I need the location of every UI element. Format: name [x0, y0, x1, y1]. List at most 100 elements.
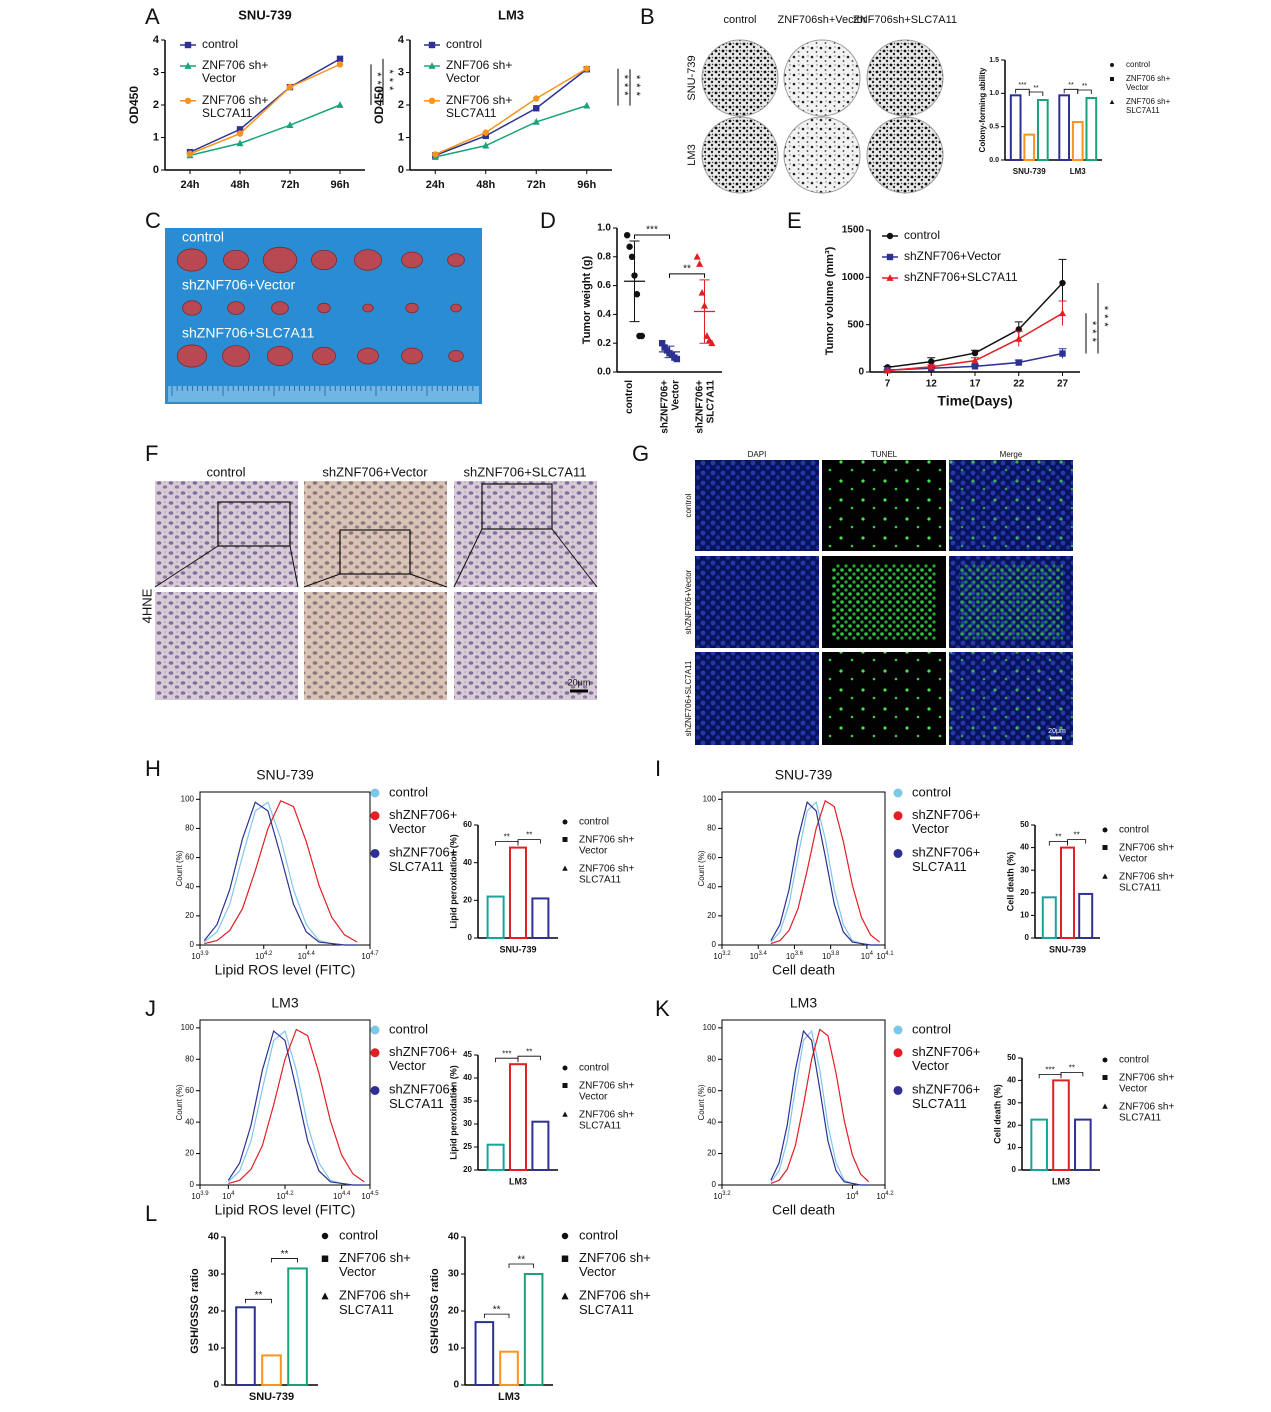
series-line — [434, 68, 588, 157]
text-line: ZNF706 sh+ — [579, 863, 634, 874]
zoom-line — [453, 528, 483, 588]
colony-well — [783, 39, 861, 117]
y-tick-label: 1 — [398, 131, 404, 143]
legend-label: control — [1119, 825, 1149, 836]
legend-marker — [893, 788, 903, 798]
panel-letter: F — [145, 441, 158, 466]
text-line: Vector — [202, 71, 236, 85]
zoom-line — [154, 545, 219, 588]
legend-label: shZNF706+SLC7A11 — [904, 270, 1018, 284]
text-line: shZNF706+ — [389, 1044, 457, 1059]
y-tick-label: 500 — [847, 319, 864, 330]
y-tick-label: 40 — [463, 858, 472, 867]
text-line: SLC7A11 — [579, 1302, 634, 1317]
column-label: TUNEL — [871, 450, 898, 459]
legend-marker — [893, 1085, 903, 1095]
legend-label: shZNF706+SLC7A11 — [912, 1082, 980, 1111]
text-line: ZNF706 sh+ — [1119, 1101, 1174, 1112]
x-tick-label: SNU-739 — [1013, 167, 1046, 176]
x-tick-label: 104.2 — [876, 1191, 894, 1202]
series-line — [204, 799, 358, 945]
legend-label: control — [446, 37, 482, 51]
colony-well — [866, 116, 944, 194]
series-line — [770, 801, 880, 946]
text-line: shZNF706+ — [912, 1082, 980, 1097]
sig-bracket — [1028, 91, 1044, 96]
y-axis-label: Count (%) — [175, 1084, 184, 1120]
series-line — [770, 1029, 869, 1186]
text-line: ZNF706 sh+ — [339, 1288, 411, 1303]
scale-label: 20μm — [1048, 728, 1066, 735]
point — [971, 356, 979, 364]
bar — [1036, 99, 1049, 161]
point — [698, 288, 706, 296]
sig-label: *** — [630, 75, 642, 100]
row-label: control — [182, 229, 224, 245]
legend-marker — [321, 1232, 329, 1240]
x-tick-label: 24h — [426, 179, 445, 191]
legend-label: ZNF706 sh+ SLC7A11 — [579, 863, 634, 885]
legend-marker — [1102, 1075, 1108, 1080]
sig-bracket — [517, 1055, 541, 1061]
legend-marker — [1102, 1103, 1108, 1109]
tick-exponent: 4.2 — [885, 1191, 894, 1197]
row-label: shZNF706+Vector — [684, 569, 693, 634]
point — [883, 366, 892, 374]
tunel-image — [695, 460, 819, 551]
bar — [531, 1120, 550, 1171]
y-tick-label: 0 — [190, 940, 195, 949]
point — [236, 126, 244, 133]
sig-label: ** — [526, 1047, 532, 1056]
text-line: ZNF706 sh+ — [1126, 97, 1171, 106]
bar — [1085, 97, 1098, 161]
legend-label: control — [339, 1227, 378, 1242]
column-label: control — [723, 14, 756, 26]
point — [1015, 335, 1023, 342]
zoom-box — [217, 501, 291, 547]
y-tick-label: 1.5 — [989, 57, 999, 64]
point — [708, 339, 716, 347]
chart-title: SNU-739 — [256, 767, 314, 783]
zoom-line — [289, 545, 299, 588]
legend-label: ZNF706 sh+ Vector — [446, 58, 512, 85]
y-tick-label: 50 — [1007, 1053, 1016, 1062]
row-label: LM3 — [686, 144, 698, 165]
x-tick-label: 96h — [577, 179, 596, 191]
legend-marker — [1110, 77, 1114, 81]
y-tick-label: 40 — [1020, 843, 1029, 852]
chart-title: LM3 — [498, 7, 524, 22]
sig-bracket — [1077, 89, 1092, 94]
y-tick-label: 10 — [208, 1343, 220, 1354]
legend-label: control — [579, 1063, 609, 1074]
text-line: shZNF706+ — [389, 1082, 457, 1097]
text-line: SLC7A11 — [579, 1120, 622, 1131]
x-tick-label: 12 — [926, 379, 938, 390]
tumor — [317, 302, 331, 314]
bar — [1058, 94, 1071, 161]
text-line: SLC7A11 — [1119, 1112, 1162, 1123]
sig-label: ** — [1033, 85, 1039, 92]
y-axis-label: Lipid peroxidation (%) — [448, 834, 458, 929]
tick-exponent: 4.2 — [264, 951, 273, 957]
sig-label: ** — [1073, 831, 1079, 840]
chart-title: SNU-739 — [238, 7, 291, 22]
point — [286, 83, 294, 91]
x-tick-label: 103.4 — [750, 951, 768, 962]
column-label: shZNF706+SLC7A11 — [464, 464, 587, 479]
point — [186, 150, 194, 157]
y-tick-label: 0 — [712, 940, 717, 949]
y-tick-label: 4 — [153, 34, 160, 46]
y-tick-label: 0 — [213, 1380, 219, 1391]
sig-label: ** — [517, 1255, 525, 1266]
row-label: control — [684, 493, 693, 517]
series-line — [435, 104, 587, 158]
y-tick-label: 80 — [707, 1054, 716, 1063]
legend-label: ZNF706 sh+ Vector — [1126, 74, 1171, 92]
legend-label: ZNF706 sh+ SLC7A11 — [202, 93, 268, 120]
point — [1058, 309, 1067, 317]
legend-marker — [1102, 1057, 1108, 1063]
y-axis-label: Tumor weight (g) — [581, 255, 593, 344]
series-line — [189, 104, 341, 157]
series-line — [770, 1029, 869, 1186]
series-line — [434, 67, 588, 156]
